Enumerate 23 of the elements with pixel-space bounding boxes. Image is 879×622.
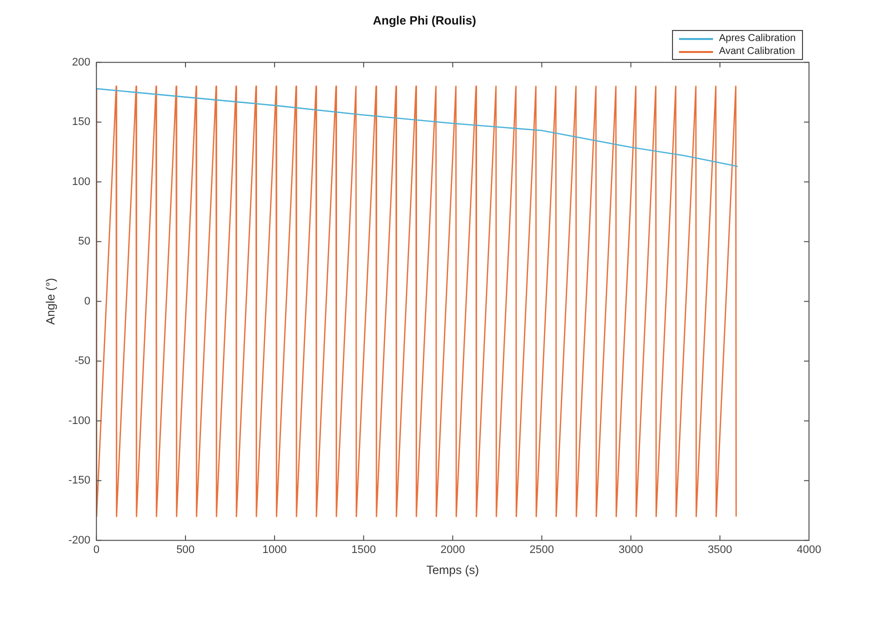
x-tick-label: 4000 [796, 544, 822, 556]
y-axis-title: Angle (°) [44, 278, 58, 325]
y-tick-label: 150 [72, 116, 90, 128]
y-tick-label: -200 [68, 534, 90, 546]
x-tick-label: 2500 [530, 544, 554, 556]
x-tick-label: 3500 [708, 544, 732, 556]
x-axis-title: Temps (s) [426, 563, 480, 578]
legend-label: Avant Calibration [719, 45, 795, 58]
y-tick-label: -150 [68, 474, 90, 487]
y-tick-label: -50 [74, 355, 90, 368]
x-tick-label: 1000 [262, 544, 287, 556]
x-tick-label: 2000 [440, 544, 465, 556]
x-tick-label: 1500 [351, 544, 376, 556]
x-tick-label: 0 [93, 544, 100, 556]
chart-title: Angle Phi (Roulis) [372, 14, 476, 28]
y-tick-label: 100 [72, 176, 90, 188]
x-tick-label: 500 [176, 544, 195, 556]
y-tick-label: 200 [72, 56, 90, 68]
legend-label: Apres Calibration [719, 32, 796, 46]
x-tick-label: 3000 [618, 544, 644, 556]
y-tick-label: 50 [78, 236, 90, 248]
y-tick-label: 0 [84, 295, 90, 308]
y-tick-label: -100 [68, 414, 90, 427]
